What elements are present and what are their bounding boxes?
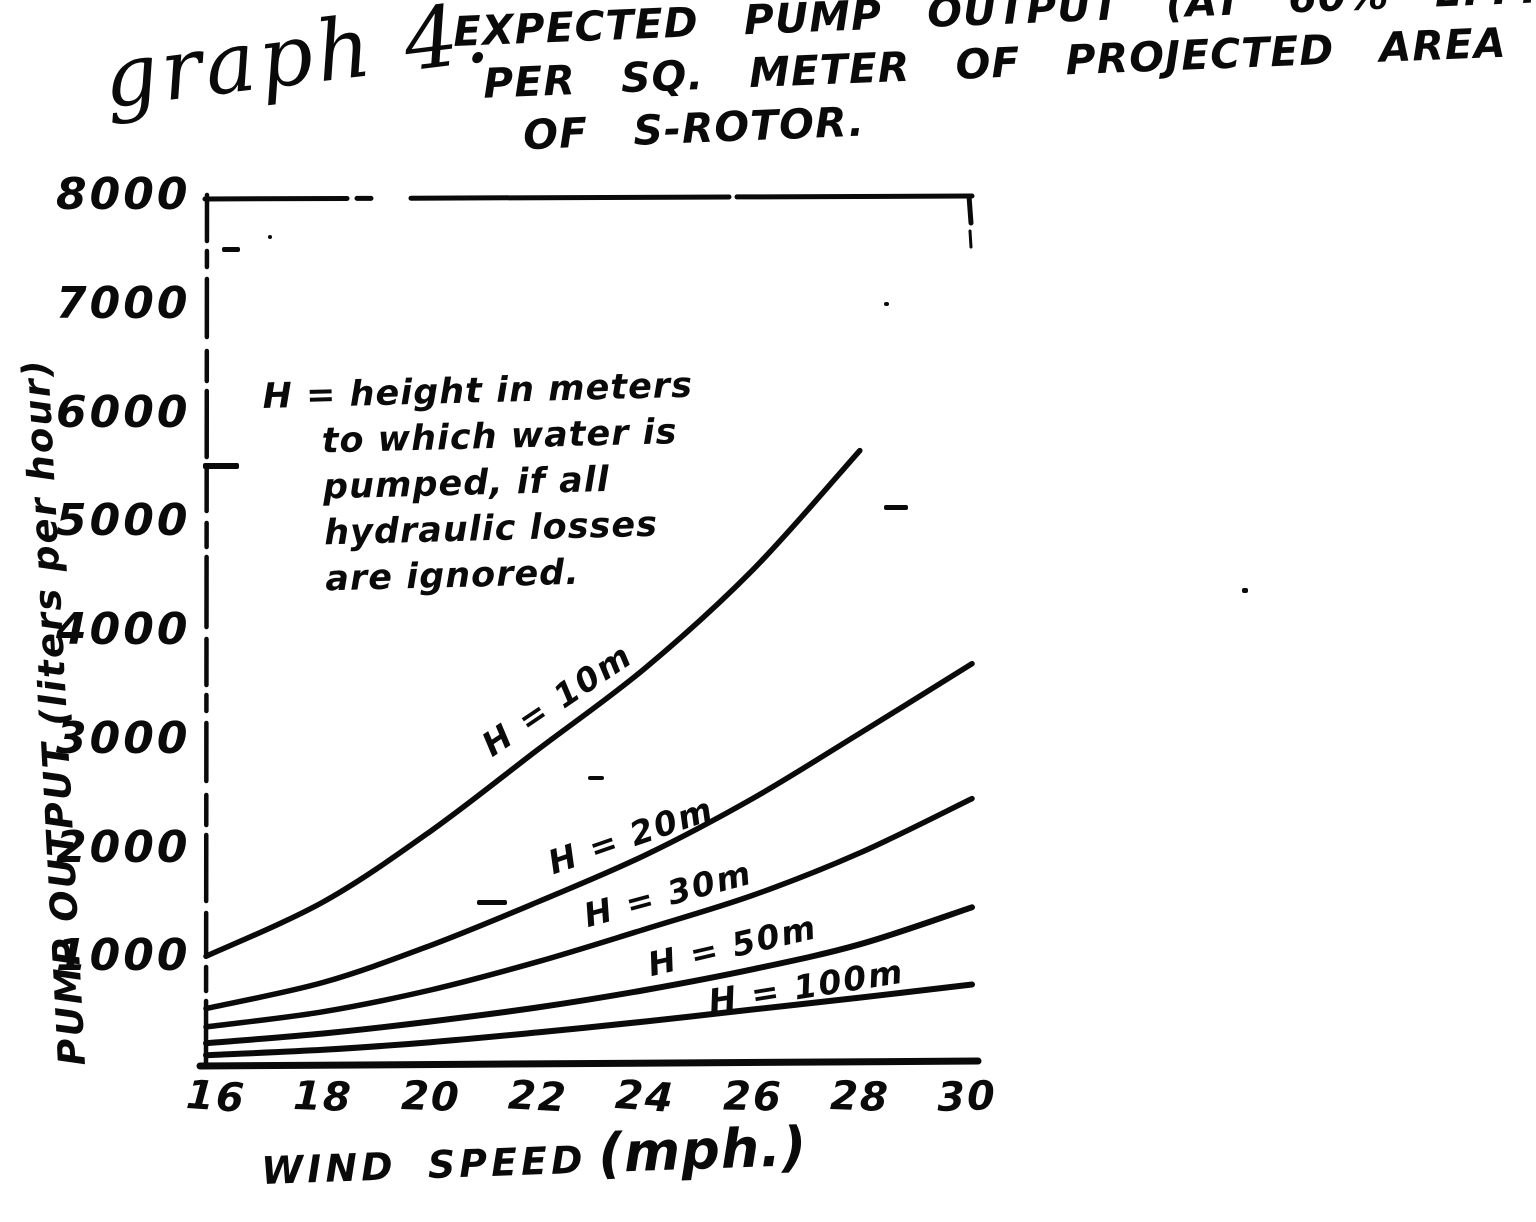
x-tick-label-16: 16 [184,1071,248,1123]
annotation-line-2: to which water is [321,412,678,462]
plot-top-border [202,193,975,202]
scan-speck [268,235,272,239]
y-tick-label-6000: 6000 [56,386,191,438]
curve-10m [203,447,863,960]
curve-100m [203,981,975,1059]
x-tick-label-24: 24 [613,1071,677,1123]
scan-speck [477,900,507,905]
annotation-line-4: hydraulic losses [323,504,659,554]
y-axis-line [203,192,210,1066]
plot-right-corner [966,193,974,226]
x-axis-title: WIND SPEED (mph.) [260,1114,809,1197]
x-tick-label-20: 20 [399,1072,462,1122]
x-axis-line [196,1057,982,1070]
annotation-note: H = height in meters to which water is p… [262,363,698,604]
curve-20m [203,660,975,1012]
scan-speck [203,463,239,469]
axis-frame [196,192,982,1070]
scan-speck [222,247,240,252]
y-tick-label-8000: 8000 [56,169,191,220]
chart-title: EXPECTED PUMP OUTPUT (AT 60% EFFICIENCY)… [452,0,1536,165]
y-tick-label-1000: 1000 [56,930,191,982]
y-tick-label-2000: 2000 [56,821,191,873]
x-axis-title-unit: (mph.) [597,1114,809,1186]
scan-speck [884,302,889,306]
x-tick-label-30: 30 [936,1072,998,1122]
x-tick-label-28: 28 [829,1072,891,1122]
curves [203,447,975,1059]
scan-speck [588,776,604,780]
y-axis-title: PUMP OUTPUT (liters per hour) [13,357,95,1067]
plot-area [196,192,982,1070]
x-tick-label-18: 18 [292,1072,354,1122]
curve-50m [203,904,975,1047]
plot-right-dash [968,229,973,249]
x-tick-label-22: 22 [506,1072,569,1122]
x-axis-title-text: WIND SPEED [260,1137,588,1193]
y-tick-label-3000: 3000 [56,712,191,764]
scan-speck [1242,588,1248,593]
x-tick-label-26: 26 [722,1073,783,1121]
y-tick-label-7000: 7000 [56,277,191,329]
figure-label: graph 4. [98,0,498,128]
scan-speck [884,505,908,510]
annotation-line-5: are ignored. [324,552,581,600]
curve-30m [203,795,975,1030]
y-tick-label-5000: 5000 [56,495,191,547]
y-tick-label-4000: 4000 [56,604,191,655]
